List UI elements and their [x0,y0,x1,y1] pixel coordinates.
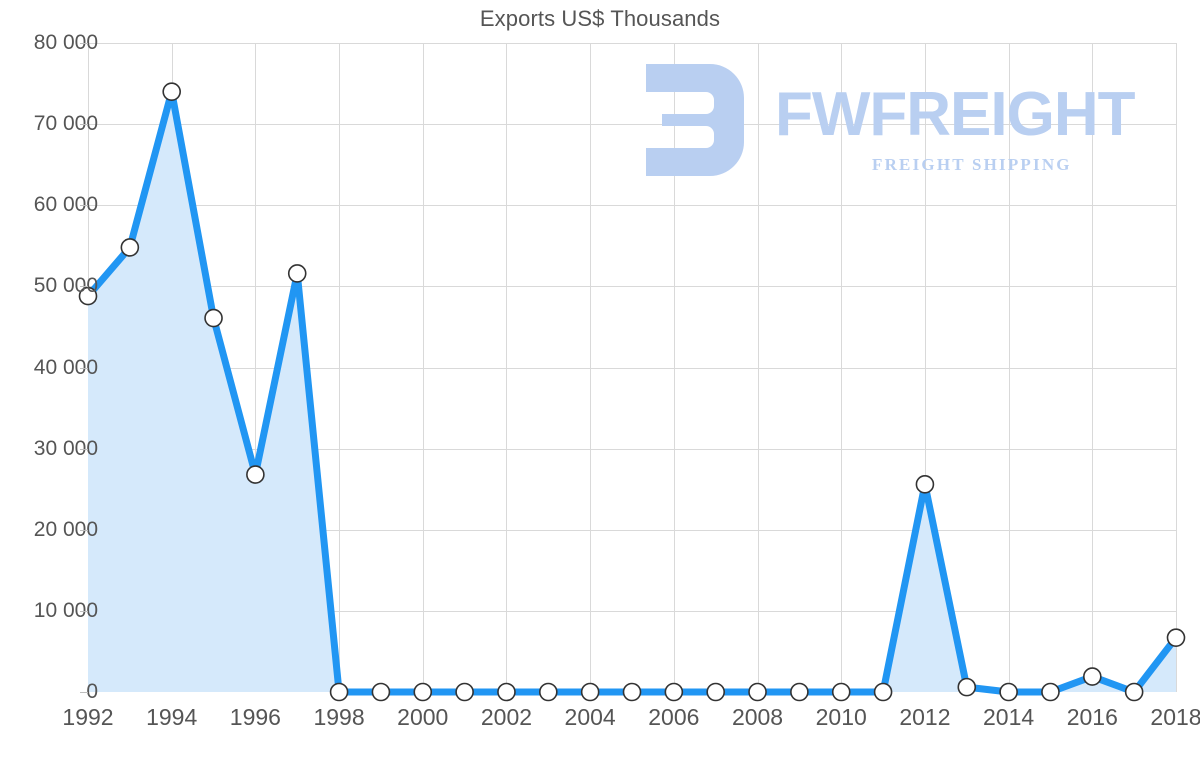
gridline-vertical [422,43,424,692]
gridline-vertical [841,43,843,692]
y-axis-tick-mark [80,124,88,126]
x-axis-tick-label: 2008 [731,704,784,730]
data-point-marker[interactable] [664,682,684,702]
gridline-horizontal [88,448,1176,450]
data-point-marker[interactable] [790,682,809,702]
data-point-marker[interactable] [580,682,600,702]
gridline-vertical [924,43,926,692]
x-axis-tick-label: 1996 [229,704,281,730]
data-point-marker[interactable] [539,682,558,702]
x-axis-tick-label: 2000 [397,704,449,730]
plot-area [78,43,1186,702]
data-point-marker[interactable] [706,682,725,702]
x-axis-tick-label: 2016 [1066,704,1118,730]
gridline-vertical [506,43,508,692]
data-point-marker[interactable] [873,682,893,702]
gridline-vertical [673,43,675,692]
gridline-vertical [590,43,592,692]
y-axis-tick-label: 40 000 [33,355,98,379]
gridline-horizontal [88,529,1176,531]
series-area-line [78,82,1186,702]
y-axis-tick-label: 10 000 [33,598,98,622]
y-axis-tick-label: 0 [86,680,98,703]
x-axis-tick-label: 2018 [1150,704,1200,730]
y-axis-tick-mark [80,286,88,288]
data-point-marker[interactable] [622,682,642,702]
x-axis-tick-label: 2004 [564,704,616,730]
data-point-marker[interactable] [246,465,265,484]
data-point-marker[interactable] [999,682,1018,702]
gridline-vertical [1008,43,1010,692]
y-axis-tick-label: 60 000 [33,193,98,217]
chart-title: Exports US$ Thousands [479,6,721,31]
data-point-marker[interactable] [831,682,851,702]
y-axis-tick-label: 50 000 [33,274,98,298]
data-point-marker[interactable] [120,238,140,257]
y-axis-tick-mark [80,205,88,207]
y-axis-tick-mark [80,367,88,369]
x-axis-tick-label: 1998 [313,704,365,730]
data-point-marker[interactable] [162,82,181,101]
y-axis-tick-mark [80,43,88,44]
x-axis-tick-label: 1994 [146,704,198,730]
data-point-marker[interactable] [78,286,98,306]
gridline-horizontal [88,286,1176,288]
gridline-horizontal [88,610,1176,612]
gridline-vertical [1092,43,1094,692]
y-axis-tick-label: 30 000 [33,436,98,460]
series-area-fill [88,91,1176,693]
y-axis-tick-label: 20 000 [33,517,98,541]
y-axis-tick-mark [80,529,88,531]
x-axis-tick-label: 2010 [815,704,867,730]
y-axis-tick-label: 70 000 [33,112,98,136]
gridline-vertical [1176,43,1177,692]
gridline-horizontal [88,43,1176,44]
x-axis-tick-label: 2012 [899,704,951,730]
data-point-marker[interactable] [204,308,223,328]
x-axis-tick-label: 2006 [648,704,700,730]
data-point-marker[interactable] [1041,682,1060,702]
data-point-marker[interactable] [371,682,391,702]
y-axis-tick-mark [80,692,88,693]
data-point-marker[interactable] [455,682,474,702]
data-point-marker[interactable] [1166,628,1186,647]
x-axis-tick-label: 2014 [983,704,1035,730]
gridline-horizontal [88,205,1176,207]
gridline-vertical [339,43,341,692]
x-axis-tick-label: 2002 [480,704,533,730]
data-point-marker[interactable] [915,475,935,494]
data-point-marker[interactable] [1083,667,1102,686]
data-point-marker[interactable] [497,682,516,702]
gridline-vertical [757,43,759,692]
data-point-marker[interactable] [748,682,767,702]
data-point-marker[interactable] [413,682,433,702]
data-point-marker[interactable] [329,682,349,702]
gridline-horizontal [88,367,1176,369]
y-axis-tick-mark [80,448,88,450]
data-point-marker[interactable] [957,677,977,697]
gridline-vertical [255,43,257,692]
y-axis-tick-mark [80,610,88,612]
data-point-marker[interactable] [287,264,307,283]
data-point-marker[interactable] [1124,682,1144,702]
x-axis-tick-label: 1992 [62,704,114,730]
y-axis-tick-label: 80 000 [33,31,98,54]
gridline-horizontal [88,124,1176,126]
